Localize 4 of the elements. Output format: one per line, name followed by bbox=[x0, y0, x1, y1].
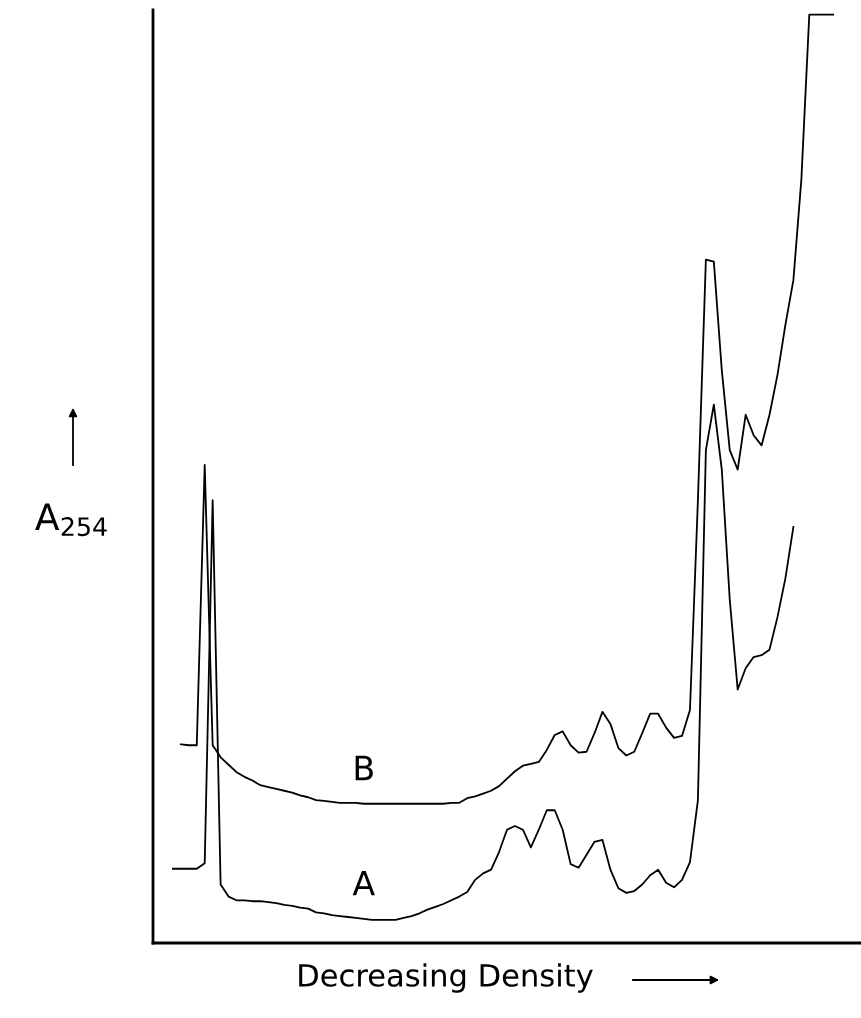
y-axis-title: A$_{254}$ bbox=[35, 503, 107, 537]
series-label: B bbox=[355, 755, 373, 781]
x-axis-title: Decreasing Density bbox=[299, 963, 593, 993]
series-label: A bbox=[352, 870, 375, 896]
